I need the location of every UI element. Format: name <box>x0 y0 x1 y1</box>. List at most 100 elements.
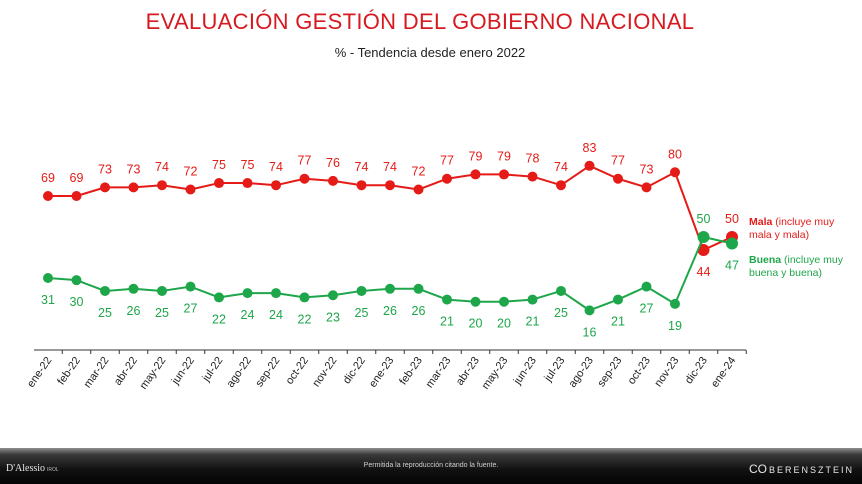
buena-data-point <box>613 294 623 305</box>
mala-data-point <box>43 191 53 201</box>
mala-data-point <box>299 173 310 184</box>
mala-data-label: 76 <box>326 156 340 170</box>
buena-data-label: 31 <box>41 293 55 307</box>
x-tick-label: ene-24 <box>709 355 738 390</box>
mala-data-point <box>470 169 481 180</box>
mala-data-label: 44 <box>697 265 711 279</box>
buena-data-point <box>214 292 224 303</box>
dalessio-logo: D'Alessio IROL <box>6 463 59 474</box>
mala-data-label: 77 <box>298 154 312 168</box>
buena-data-label: 30 <box>70 295 84 309</box>
mala-data-label: 75 <box>241 158 255 172</box>
dalessio-logo-text: D'Alessio <box>6 463 46 474</box>
buena-data-label: 27 <box>184 302 198 316</box>
x-tick-label: oct-22 <box>284 355 311 387</box>
x-tick-label: sep-23 <box>595 355 624 389</box>
mala-data-point <box>499 169 509 180</box>
mala-data-label: 79 <box>497 149 511 163</box>
x-tick-label: dic-22 <box>341 355 368 386</box>
buena-data-point <box>299 292 310 303</box>
buena-data-point <box>641 281 652 292</box>
mala-data-label: 74 <box>355 160 369 174</box>
legend-mala-note-part1: (incluye muy <box>775 216 835 228</box>
buena-data-label: 22 <box>212 312 226 326</box>
x-tick-label: jun-23 <box>511 355 539 388</box>
legend-mala-line1: Mala (incluye muy <box>749 216 835 228</box>
mala-data-label: 83 <box>583 141 597 155</box>
buena-data-label: 20 <box>469 317 483 331</box>
buena-data-point <box>470 296 481 307</box>
buena-data-point <box>71 275 82 286</box>
x-tick-label: ene-23 <box>367 355 396 390</box>
legend-mala-line2: mala y mala) <box>749 229 809 241</box>
mala-series-line <box>48 164 733 251</box>
dalessio-logo-sub: IROL <box>47 467 59 473</box>
mala-data-point <box>242 178 253 189</box>
x-tick-label: mar-22 <box>82 355 112 390</box>
buena-data-label: 22 <box>298 312 312 326</box>
x-tick-label: abr-22 <box>112 355 140 388</box>
buena-data-point <box>499 296 509 307</box>
buena-data-point <box>726 237 738 250</box>
mala-data-label: 77 <box>611 154 625 168</box>
mala-data-label: 74 <box>554 160 568 174</box>
buena-data-point <box>328 290 338 301</box>
buena-data-point <box>442 294 452 305</box>
mala-data-label: 75 <box>212 158 226 172</box>
mala-data-point <box>185 184 196 195</box>
mala-data-label: 74 <box>269 160 283 174</box>
x-tick-label: may-22 <box>138 355 169 392</box>
legend-mala-name: Mala <box>749 216 775 228</box>
buena-data-label: 26 <box>127 304 141 318</box>
buena-data-point <box>43 273 53 283</box>
x-tick-label: abr-23 <box>454 355 482 388</box>
buena-data-point <box>413 283 424 294</box>
chart-title: EVALUACIÓN GESTIÓN DEL GOBIERNO NACIONAL <box>145 9 695 34</box>
x-tick-label: oct-23 <box>626 355 653 387</box>
mala-data-label: 77 <box>440 154 454 168</box>
mala-data-point <box>128 182 139 193</box>
x-tick-label: ene-22 <box>25 355 54 390</box>
legend-buena-line1: Buena (incluye muy <box>749 254 844 266</box>
buena-data-point <box>128 283 139 294</box>
chart-subtitle: % - Tendencia desde enero 2022 <box>334 45 526 60</box>
x-tick-label: jul-22 <box>200 355 226 385</box>
mala-data-label: 72 <box>184 165 198 179</box>
legend-buena-name: Buena <box>749 254 784 266</box>
mala-data-label: 72 <box>412 165 426 179</box>
mala-data-point <box>641 182 652 193</box>
buena-data-label: 25 <box>554 306 568 320</box>
mala-data-label: 74 <box>383 160 397 174</box>
x-tick-label: ago-22 <box>224 355 253 390</box>
x-tick-label: feb-22 <box>55 355 83 387</box>
mala-data-point <box>328 175 338 186</box>
x-tick-label: jun-22 <box>169 355 197 388</box>
mala-data-point <box>413 184 424 195</box>
buena-data-label: 21 <box>440 315 454 329</box>
footer-bar <box>0 448 862 484</box>
buena-data-label: 19 <box>668 319 682 333</box>
berensztein-logo-text: BERENSZTEIN <box>768 465 854 475</box>
mala-data-point <box>271 180 281 191</box>
x-tick-label: nov-23 <box>652 355 681 389</box>
buena-data-point <box>556 285 566 296</box>
mala-data-label: 78 <box>526 152 540 166</box>
buena-data-point <box>527 294 538 305</box>
buena-data-label: 21 <box>526 315 540 329</box>
mala-data-point <box>613 173 623 184</box>
x-tick-label: feb-23 <box>397 355 425 387</box>
mala-data-point <box>527 171 538 182</box>
buena-data-point <box>100 285 110 296</box>
mala-data-point <box>697 243 710 256</box>
buena-data-label: 27 <box>640 302 654 316</box>
mala-data-point <box>385 180 395 191</box>
buena-data-point <box>157 285 167 296</box>
buena-data-label: 26 <box>412 304 426 318</box>
buena-data-label: 24 <box>241 308 255 322</box>
x-tick-label: sep-22 <box>253 355 282 389</box>
mala-data-label: 50 <box>725 212 739 226</box>
buena-data-point <box>385 283 395 294</box>
buena-data-point <box>271 288 281 299</box>
x-tick-label: nov-22 <box>310 355 339 389</box>
